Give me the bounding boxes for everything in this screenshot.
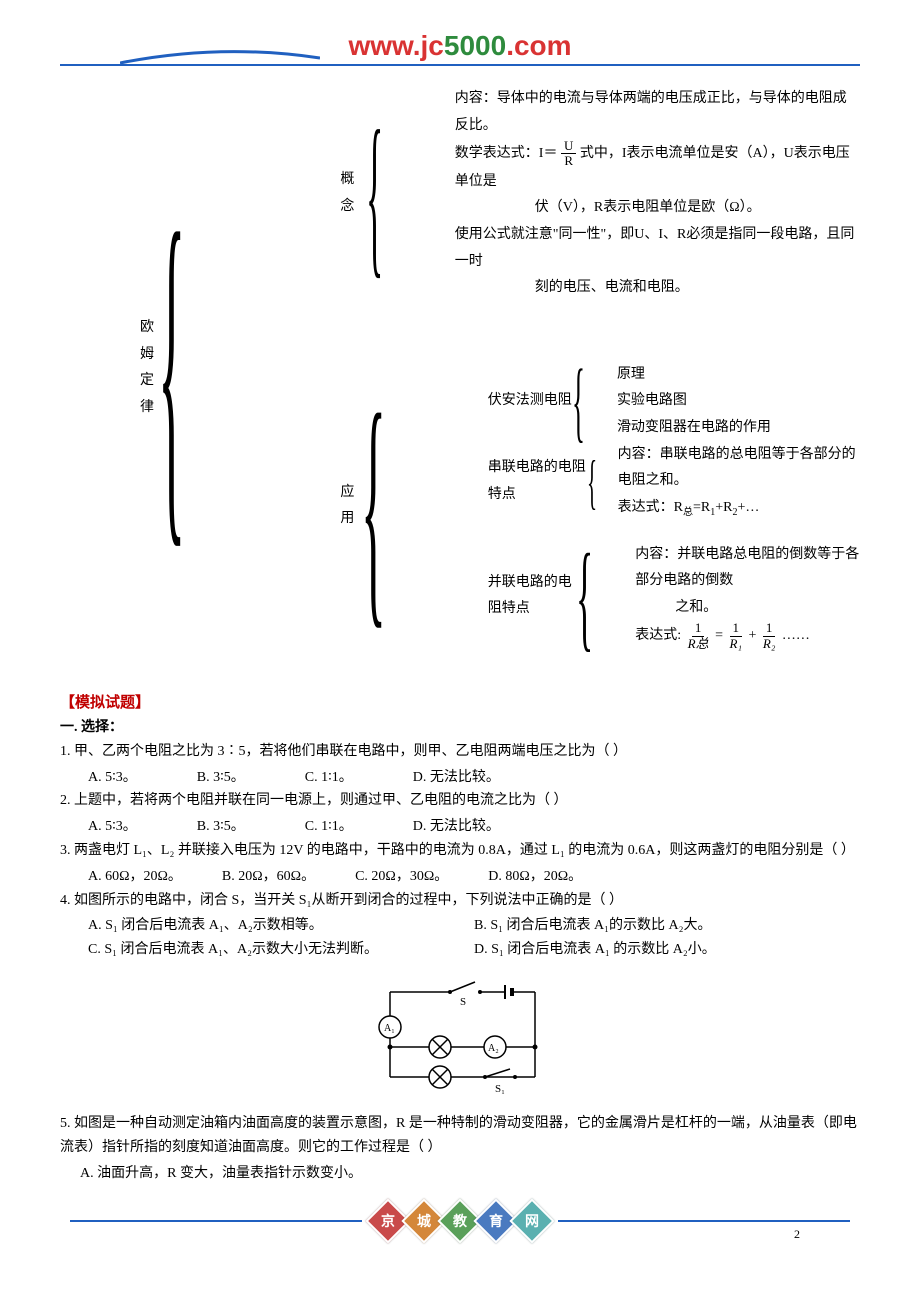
q1-b: B. 3∶5。	[197, 766, 245, 790]
parallel-label: 并联电路的电阻特点	[488, 570, 576, 623]
url-www: www.	[348, 30, 420, 61]
q5-stem: 5. 如图是一种自动测定油箱内油面高度的装置示意图，R 是一种特制的滑动变阻器，…	[60, 1112, 860, 1160]
header-swoosh	[120, 48, 320, 68]
q2-stem: 2. 上题中，若将两个电阻并联在同一电源上，则通过甲、乙电阻的电流之比为（ ）	[60, 789, 860, 813]
concept-outline: 欧姆定律 { 概念 { 内容：导体中的电流与导体两端的电压成正比，与导体的电阻成…	[140, 86, 860, 651]
brace-series: {	[587, 461, 597, 503]
concept-line5: 刻的电压、电流和电阻。	[455, 275, 860, 302]
brace-root: {	[158, 235, 185, 501]
q4-stem: 4. 如图所示的电路中，闭合 S，当开关 S₁从断开到闭合的过程中，下列说法中正…	[60, 889, 860, 913]
series-i1: 内容：串联电路的总电阻等于各部分的电阻之和。	[618, 442, 860, 495]
q1-c: C. 1∶1。	[305, 766, 353, 790]
vafl-i1: 原理	[617, 362, 771, 389]
footer-badges: 京 城 教 育 网	[372, 1205, 548, 1237]
q1-stem: 1. 甲、乙两个电阻之比为 3∶5，若将他们串联在电路中，则甲、乙电阻两端电压之…	[60, 740, 860, 764]
page-header: www.jc5000.com	[60, 30, 860, 66]
vafl-label: 伏安法测电阻	[488, 388, 572, 415]
svg-text:A₂: A₂	[488, 1043, 499, 1054]
svg-text:S: S	[460, 996, 466, 1008]
url-com: .com	[506, 30, 571, 61]
parallel-i1: 内容：并联电路总电阻的倒数等于各部分电路的倒数	[635, 542, 860, 595]
page-number: 2	[794, 1227, 800, 1242]
brace-parallel: {	[576, 554, 593, 638]
q2-options: A. 5∶3。 B. 3∶5。 C. 1∶1。 D. 无法比较。	[60, 815, 860, 839]
q2-b: B. 3∶5。	[197, 815, 245, 839]
concept-line4: 使用公式就注意"同一性"，即U、I、R必须是指同一段电路，且同一时	[455, 222, 860, 275]
q2-c: C. 1∶1。	[305, 815, 353, 839]
q4-c: C. S₁ 闭合后电流表 A₁、A₂示数大小无法判断。	[88, 938, 474, 962]
outline-root-label: 欧姆定律	[140, 315, 158, 421]
footer-line-left	[70, 1220, 362, 1222]
brace-concept: {	[366, 131, 383, 257]
vafl-i2: 实验电路图	[617, 388, 771, 415]
url-jc: jc	[421, 30, 444, 61]
concept-line2: 数学表达式：I＝ UR 式中，I表示电流单位是安（A），U表示电压单位是	[455, 139, 860, 195]
q3-stem: 3. 两盏电灯 L₁、L₂ 并联接入电压为 12V 的电路中，干路中的电流为 0…	[60, 839, 860, 863]
q5-a: A. 油面升高，R 变大，油量表指针示数变小。	[60, 1162, 860, 1186]
q3-options: A. 60Ω，20Ω。 B. 20Ω，60Ω。 C. 20Ω，30Ω。 D. 8…	[60, 865, 860, 889]
q3-b: B. 20Ω，60Ω。	[222, 865, 315, 889]
svg-text:S₁: S₁	[495, 1083, 505, 1095]
concept-line1: 内容：导体中的电流与导体两端的电压成正比，与导体的电阻成反比。	[455, 86, 860, 139]
concept-label: 概念	[340, 167, 366, 220]
series-i2: 表达式：R总=R1+R2+…	[618, 495, 860, 522]
exam-header: 【模拟试题】	[60, 691, 860, 712]
q3-d: D. 80Ω，20Ω。	[488, 865, 582, 889]
q4-circuit-diagram: S A₁ A₂ S₁	[60, 977, 860, 1097]
series-label: 串联电路的电阻特点	[488, 455, 587, 508]
q1-a: A. 5∶3。	[88, 766, 137, 790]
brace-vafl: {	[572, 370, 585, 433]
q1-options: A. 5∶3。 B. 3∶5。 C. 1∶1。 D. 无法比较。	[60, 766, 860, 790]
q4-options: A. S₁ 闭合后电流表 A₁、A₂示数相等。 B. S₁ 闭合后电流表 A₁的…	[60, 914, 860, 962]
parallel-i2: 表达式: 1R总 = 1R₁ + 1R₂ ……	[635, 621, 860, 651]
svg-text:A₁: A₁	[384, 1023, 395, 1034]
badge-5: 网	[509, 1199, 554, 1244]
header-url: www.jc5000.com	[348, 30, 571, 61]
vafl-i3: 滑动变阻器在电路的作用	[617, 415, 771, 442]
q3-c: C. 20Ω，30Ω。	[355, 865, 448, 889]
q1-d: D. 无法比较。	[413, 766, 500, 790]
q2-a: A. 5∶3。	[88, 815, 137, 839]
page-footer: 京 城 教 育 网 2	[60, 1205, 860, 1237]
q2-d: D. 无法比较。	[413, 815, 500, 839]
application-label: 应用	[340, 480, 361, 533]
brace-app: {	[361, 415, 386, 597]
url-5000: 5000	[444, 30, 506, 61]
q4-b: B. S₁ 闭合后电流表 A₁的示数比 A₂大。	[474, 914, 860, 938]
q4-d: D. S₁ 闭合后电流表 A₁ 的示数比 A₂小。	[474, 938, 860, 962]
q4-a: A. S₁ 闭合后电流表 A₁、A₂示数相等。	[88, 914, 474, 938]
q3-a: A. 60Ω，20Ω。	[88, 865, 182, 889]
parallel-i1b: 之和。	[635, 595, 860, 622]
section-1: 一. 选择：	[60, 716, 860, 736]
footer-line-right	[558, 1220, 850, 1222]
concept-line3: 伏（V），R表示电阻单位是欧（Ω）。	[455, 195, 860, 222]
